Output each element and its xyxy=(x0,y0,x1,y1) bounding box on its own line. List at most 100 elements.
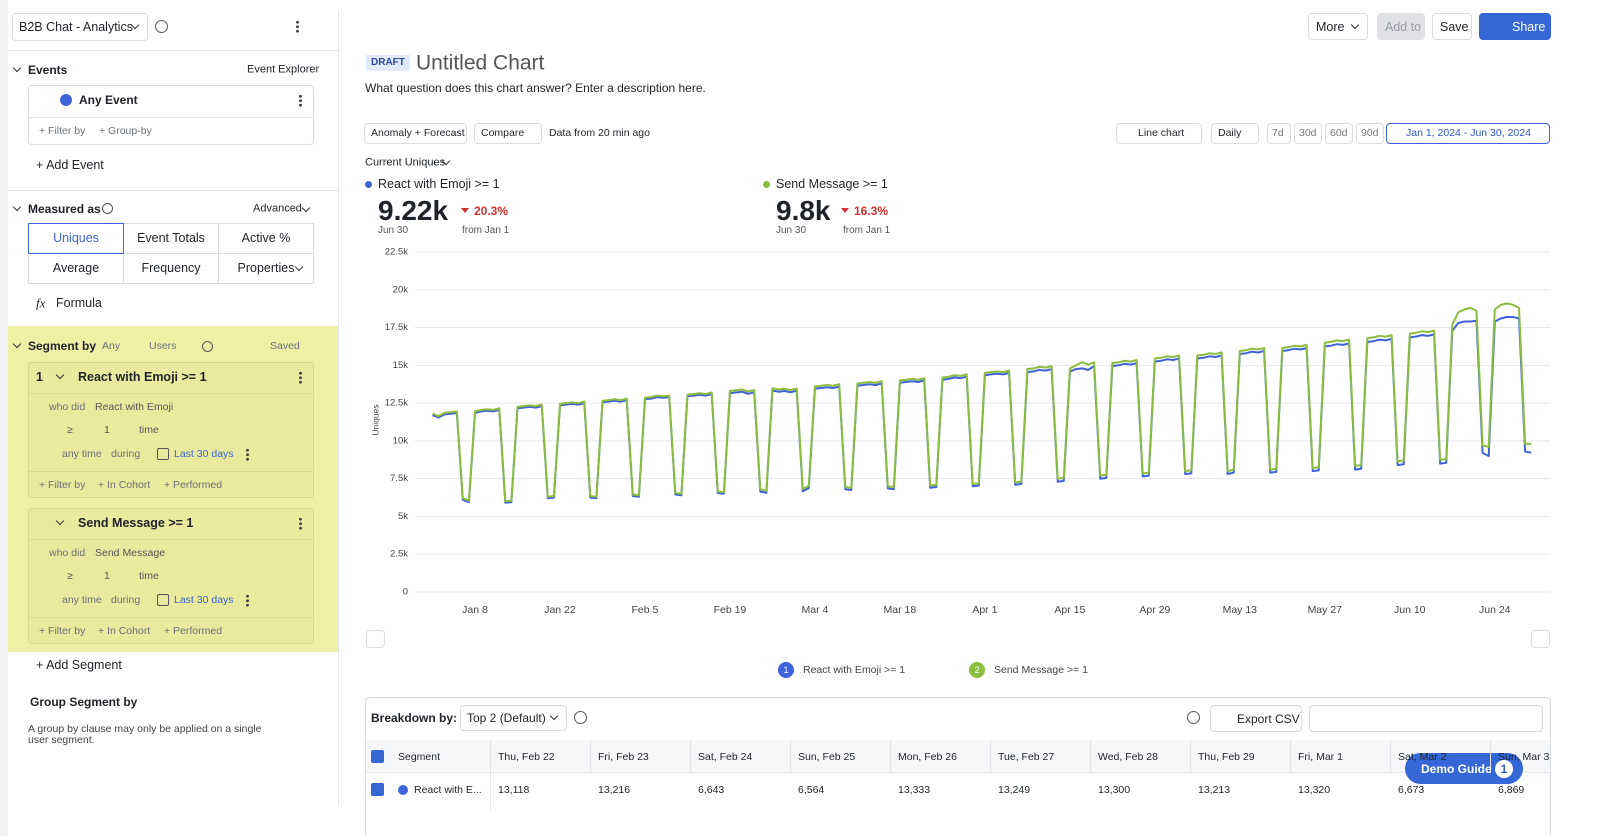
top-button[interactable] xyxy=(1308,13,1368,40)
toolbar-label: Jan 1, 2024 - Jun 30, 2024 xyxy=(1406,126,1531,139)
segment-action[interactable]: + In Cohort xyxy=(98,624,151,637)
menu[interactable] xyxy=(299,517,302,530)
info-icon[interactable] xyxy=(202,341,213,352)
measure-option[interactable] xyxy=(28,223,124,254)
toolbar-button[interactable] xyxy=(1211,123,1259,144)
metric-select[interactable]: Current Uniques xyxy=(365,156,446,169)
column-header[interactable]: Sun, Feb 25 xyxy=(798,750,856,763)
divider xyxy=(366,772,1550,773)
operator[interactable]: ≥ xyxy=(67,569,73,582)
top-button[interactable] xyxy=(1432,13,1472,40)
saved[interactable]: Saved xyxy=(270,339,300,352)
measure-option[interactable] xyxy=(218,223,314,254)
column-divider xyxy=(790,740,791,773)
segment-name[interactable]: React with Emoji >= 1 xyxy=(78,369,207,384)
column-header[interactable]: Fri, Feb 23 xyxy=(598,750,649,763)
users-select[interactable]: Users xyxy=(149,339,177,352)
scroll-right[interactable] xyxy=(1531,630,1550,648)
event-explorer[interactable]: Event Explorer xyxy=(247,63,320,76)
menu[interactable] xyxy=(299,94,302,107)
toolbar-button[interactable] xyxy=(1325,123,1353,144)
toolbar-button[interactable] xyxy=(1116,123,1202,144)
add-event[interactable]: + Add Event xyxy=(36,157,104,172)
toolbar-button[interactable] xyxy=(1294,123,1322,144)
column-header[interactable]: Segment xyxy=(398,750,441,763)
menu[interactable] xyxy=(299,371,302,384)
range[interactable]: Last 30 days xyxy=(174,593,234,606)
sidebar-border xyxy=(338,10,339,806)
table-cell: 13,300 xyxy=(1098,783,1131,796)
segment-event[interactable]: Send Message xyxy=(95,546,166,559)
measure-label: Frequency xyxy=(141,260,201,275)
scroll-left[interactable] xyxy=(366,630,385,648)
menu[interactable] xyxy=(246,594,249,607)
info-icon[interactable] xyxy=(574,711,587,724)
menu[interactable] xyxy=(246,448,249,461)
formula[interactable]: Formula xyxy=(56,295,102,310)
column-header[interactable]: Sun, Mar 3 xyxy=(1498,750,1550,763)
chevron[interactable] xyxy=(12,202,22,212)
segment-action[interactable]: + Filter by xyxy=(39,624,86,637)
who-did: who did xyxy=(49,546,86,559)
segment-action[interactable]: + Performed xyxy=(164,478,223,491)
advanced[interactable]: Advanced xyxy=(253,202,302,215)
segment-action[interactable]: + In Cohort xyxy=(98,478,151,491)
checkbox[interactable] xyxy=(371,750,384,763)
toolbar-button[interactable] xyxy=(474,123,542,144)
column-header[interactable]: Fri, Mar 1 xyxy=(1298,750,1343,763)
divider xyxy=(8,50,338,51)
toolbar-button[interactable] xyxy=(1356,123,1384,144)
legend-label[interactable]: Send Message >= 1 xyxy=(994,663,1088,676)
operator[interactable]: ≥ xyxy=(67,423,73,436)
toolbar-button[interactable] xyxy=(1386,123,1550,144)
export-button[interactable] xyxy=(1210,705,1302,732)
column-header[interactable]: Sat, Mar 2 xyxy=(1398,750,1447,763)
column-header[interactable]: Wed, Feb 28 xyxy=(1098,750,1158,763)
segment-action[interactable]: + Performed xyxy=(164,624,223,637)
group-link[interactable]: + Group-by xyxy=(99,124,152,137)
checkbox[interactable] xyxy=(371,783,384,796)
menu[interactable] xyxy=(296,20,299,33)
column-header[interactable]: Sat, Feb 24 xyxy=(698,750,753,763)
segment-name[interactable]: Send Message >= 1 xyxy=(78,515,194,530)
toolbar-button[interactable] xyxy=(1267,123,1291,144)
description[interactable]: What question does this chart answer? En… xyxy=(365,81,706,95)
y-tick-label: 12.5k xyxy=(385,398,408,409)
divider xyxy=(8,190,338,191)
workspace-select[interactable] xyxy=(12,13,148,41)
x-tick-label: Jan 8 xyxy=(462,604,488,616)
legend-label[interactable]: React with Emoji >= 1 xyxy=(803,663,906,676)
column-header[interactable]: Tue, Feb 27 xyxy=(998,750,1055,763)
info-icon[interactable] xyxy=(102,203,113,214)
event-card xyxy=(28,85,314,145)
segment-action[interactable]: + Filter by xyxy=(39,478,86,491)
breakdown-value: Top 2 (Default) xyxy=(467,711,546,725)
column-header[interactable]: Thu, Feb 22 xyxy=(498,750,555,763)
measure-label: Uniques xyxy=(53,230,99,245)
column-divider xyxy=(1490,740,1491,773)
measure-option[interactable] xyxy=(123,223,219,254)
toolbar-button[interactable] xyxy=(364,123,467,144)
any-select[interactable]: Any xyxy=(102,339,121,352)
chart-title[interactable]: Untitled Chart xyxy=(416,51,545,75)
segment-index: 1 xyxy=(36,369,43,384)
column-divider xyxy=(1290,740,1291,773)
measure-option[interactable] xyxy=(218,253,314,284)
chevron[interactable] xyxy=(12,63,22,73)
event-icon xyxy=(60,94,72,106)
count[interactable]: 1 xyxy=(104,569,110,582)
event-name[interactable]: Any Event xyxy=(79,93,138,107)
info-icon[interactable] xyxy=(155,20,168,33)
info-icon[interactable] xyxy=(1187,711,1200,724)
top-button[interactable] xyxy=(1479,13,1551,40)
y-tick-label: 10k xyxy=(393,435,409,446)
segment-event[interactable]: React with Emoji xyxy=(95,400,174,413)
search-box[interactable] xyxy=(1309,705,1543,732)
column-header[interactable]: Thu, Feb 29 xyxy=(1198,750,1255,763)
breakdown-select[interactable] xyxy=(460,705,567,731)
add-segment[interactable]: + Add Segment xyxy=(36,657,122,672)
range[interactable]: Last 30 days xyxy=(174,447,234,460)
column-header[interactable]: Mon, Feb 26 xyxy=(898,750,957,763)
filter-link[interactable]: + Filter by xyxy=(39,124,86,137)
count[interactable]: 1 xyxy=(104,423,110,436)
